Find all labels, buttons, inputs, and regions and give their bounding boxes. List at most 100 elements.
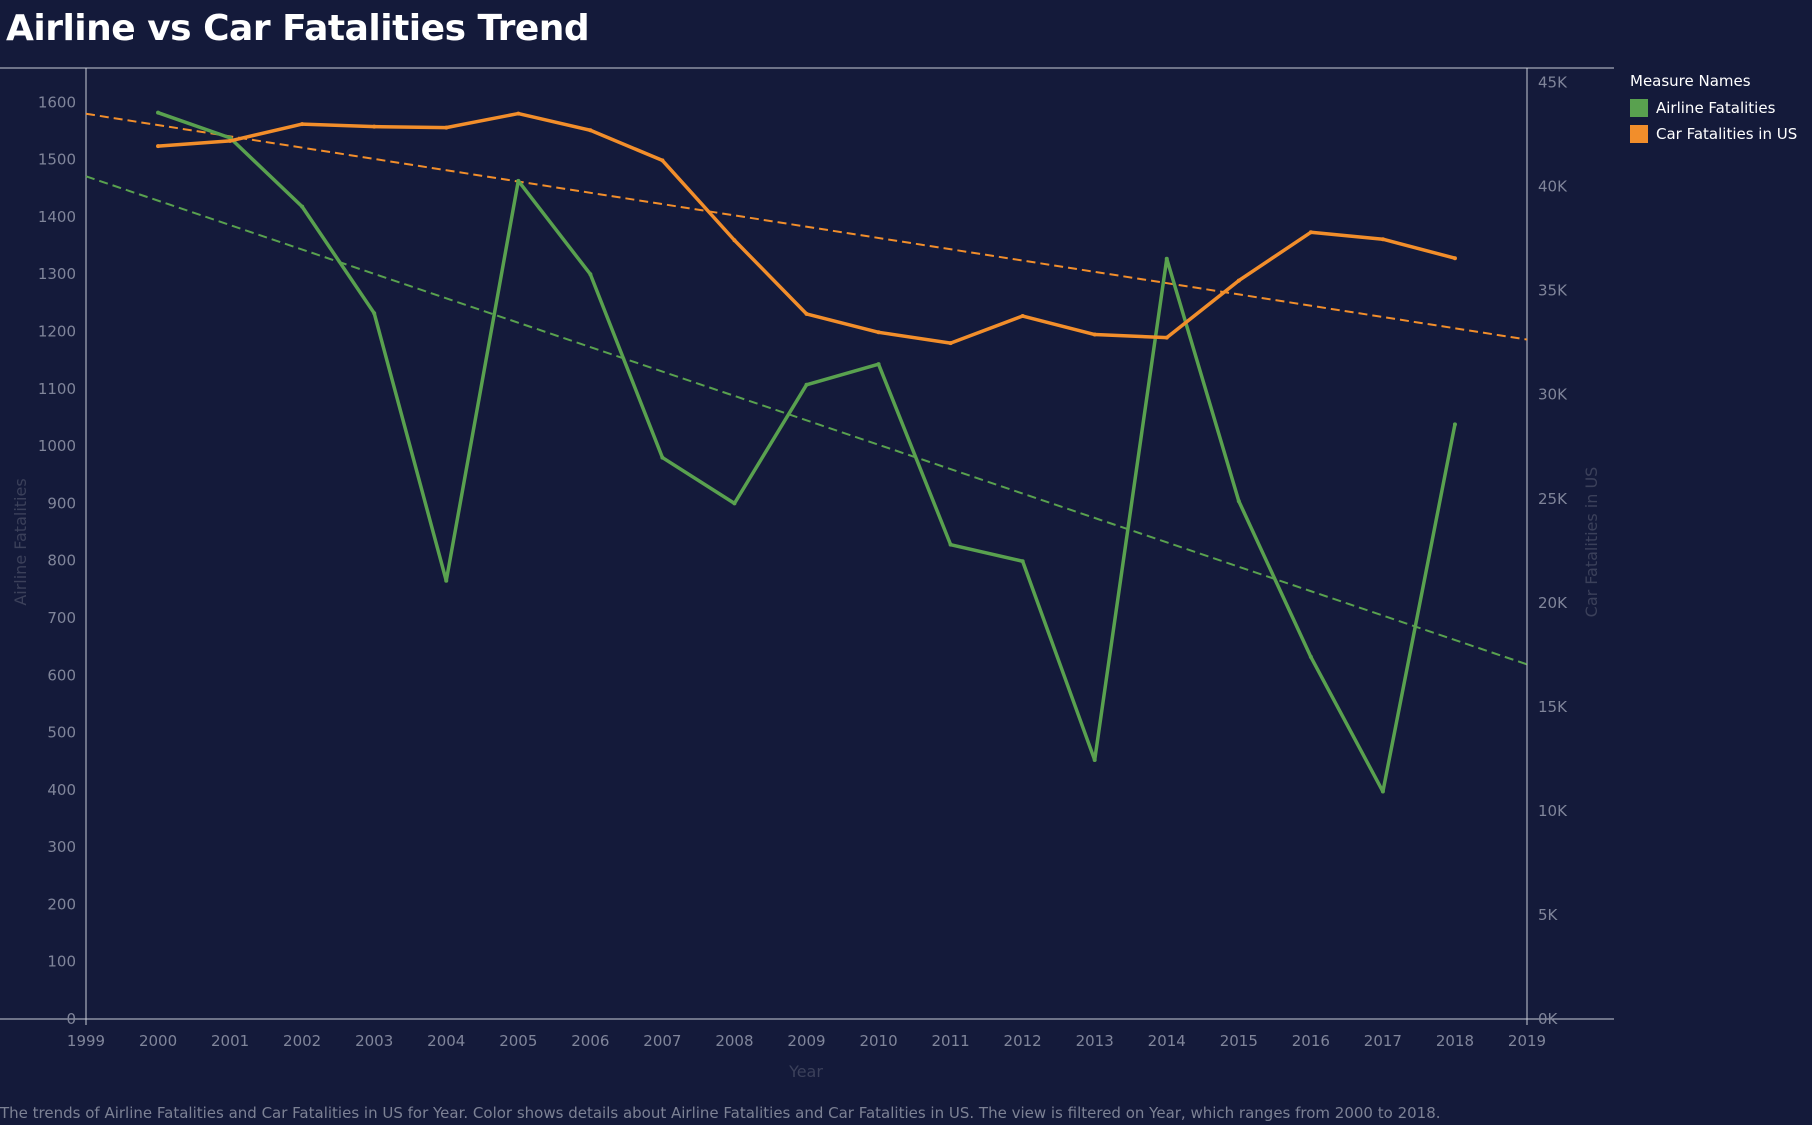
data-point-airline-2007[interactable] bbox=[660, 455, 665, 460]
legend-item-car[interactable]: Car Fatalities in US bbox=[1630, 121, 1797, 147]
data-point-car-2013[interactable] bbox=[1092, 332, 1097, 337]
left-tick-label: 0 bbox=[66, 1010, 76, 1028]
right-tick-label: 45K bbox=[1538, 74, 1568, 92]
x-tick-label: 1999 bbox=[67, 1032, 105, 1050]
x-tick-label: 2003 bbox=[355, 1032, 393, 1050]
series-line-car[interactable] bbox=[156, 111, 1457, 345]
legend-label-car: Car Fatalities in US bbox=[1656, 125, 1798, 143]
data-point-airline-2013[interactable] bbox=[1092, 758, 1097, 763]
data-point-car-2010[interactable] bbox=[876, 330, 881, 335]
left-tick-label: 1600 bbox=[38, 93, 76, 111]
data-point-airline-2005[interactable] bbox=[516, 178, 521, 183]
legend-label-airline: Airline Fatalities bbox=[1656, 99, 1776, 117]
series-lines bbox=[156, 110, 1457, 794]
left-tick-label: 100 bbox=[47, 953, 76, 971]
x-tick-label: 2015 bbox=[1220, 1032, 1258, 1050]
x-tick-label: 2008 bbox=[715, 1032, 753, 1050]
data-point-car-2003[interactable] bbox=[372, 124, 377, 129]
data-point-airline-2002[interactable] bbox=[300, 204, 305, 209]
data-point-car-2008[interactable] bbox=[732, 238, 737, 243]
left-axis-ticks: 0 100 200 300 400 500 600 700 800 900 1000 1100 1200… bbox=[38, 93, 76, 1028]
data-point-car-2018[interactable] bbox=[1452, 256, 1457, 261]
data-point-car-2009[interactable] bbox=[804, 311, 809, 316]
trend-line-car bbox=[85, 112, 1528, 341]
right-axis-ticks: 0K 5K 10K 15K 20K 25K 30K 35K 40K 45K bbox=[1538, 74, 1568, 1028]
data-point-car-2011[interactable] bbox=[948, 341, 953, 346]
right-tick-label: 40K bbox=[1538, 178, 1568, 196]
data-point-car-2002[interactable] bbox=[300, 122, 305, 127]
left-tick-label: 1500 bbox=[38, 151, 76, 169]
legend: Measure Names Airline Fatalities Car Fat… bbox=[1630, 72, 1797, 147]
right-tick-label: 10K bbox=[1538, 802, 1568, 820]
data-point-airline-2017[interactable] bbox=[1380, 789, 1385, 794]
left-tick-label: 300 bbox=[47, 838, 76, 856]
left-tick-label: 1300 bbox=[38, 265, 76, 283]
x-tick-label: 2005 bbox=[499, 1032, 537, 1050]
x-tick-label: 2018 bbox=[1436, 1032, 1474, 1050]
chart-frame bbox=[0, 67, 1614, 1025]
data-point-airline-2014[interactable] bbox=[1164, 256, 1169, 261]
data-point-car-2012[interactable] bbox=[1020, 314, 1025, 319]
data-point-airline-2016[interactable] bbox=[1308, 654, 1313, 659]
legend-title: Measure Names bbox=[1630, 72, 1751, 90]
left-tick-label: 700 bbox=[47, 609, 76, 627]
right-tick-label: 5K bbox=[1538, 906, 1559, 924]
legend-swatch-car bbox=[1630, 125, 1648, 143]
right-tick-label: 30K bbox=[1538, 386, 1568, 404]
data-point-airline-2009[interactable] bbox=[804, 382, 809, 387]
left-tick-label: 1000 bbox=[38, 437, 76, 455]
x-tick-label: 2016 bbox=[1292, 1032, 1330, 1050]
right-tick-label: 20K bbox=[1538, 594, 1568, 612]
left-tick-label: 900 bbox=[47, 494, 76, 512]
x-tick-label: 2013 bbox=[1076, 1032, 1114, 1050]
x-tick-label: 2004 bbox=[427, 1032, 465, 1050]
data-point-airline-2003[interactable] bbox=[372, 311, 377, 316]
left-tick-label: 1400 bbox=[38, 208, 76, 226]
data-point-car-2017[interactable] bbox=[1380, 237, 1385, 242]
legend-swatch-airline bbox=[1630, 99, 1648, 117]
data-point-car-2005[interactable] bbox=[516, 111, 521, 116]
data-point-car-2000[interactable] bbox=[156, 144, 161, 149]
legend-item-airline[interactable]: Airline Fatalities bbox=[1630, 95, 1797, 121]
right-axis-title: Car Fatalities in US bbox=[1582, 467, 1601, 618]
left-tick-label: 800 bbox=[47, 552, 76, 570]
data-point-airline-2012[interactable] bbox=[1020, 559, 1025, 564]
data-point-car-2006[interactable] bbox=[588, 128, 593, 133]
data-point-airline-2000[interactable] bbox=[156, 110, 161, 115]
right-tick-label: 35K bbox=[1538, 282, 1568, 300]
left-tick-label: 600 bbox=[47, 666, 76, 684]
data-point-airline-2004[interactable] bbox=[444, 578, 449, 583]
left-tick-label: 500 bbox=[47, 724, 76, 742]
data-point-car-2007[interactable] bbox=[660, 158, 665, 163]
data-point-airline-2015[interactable] bbox=[1236, 499, 1241, 504]
data-point-airline-2008[interactable] bbox=[732, 501, 737, 506]
data-point-airline-2006[interactable] bbox=[588, 272, 593, 277]
x-tick-label: 2007 bbox=[643, 1032, 681, 1050]
right-tick-label: 15K bbox=[1538, 698, 1568, 716]
left-tick-label: 1100 bbox=[38, 380, 76, 398]
data-point-car-2015[interactable] bbox=[1236, 278, 1241, 283]
trend-lines bbox=[85, 112, 1528, 666]
data-point-airline-2010[interactable] bbox=[876, 362, 881, 367]
data-point-car-2004[interactable] bbox=[444, 125, 449, 130]
x-tick-label: 2001 bbox=[211, 1032, 249, 1050]
left-tick-label: 200 bbox=[47, 895, 76, 913]
trend-line-airline bbox=[85, 175, 1528, 666]
x-tick-label: 2000 bbox=[139, 1032, 177, 1050]
right-tick-label: 0K bbox=[1538, 1010, 1559, 1028]
data-point-airline-2011[interactable] bbox=[948, 542, 953, 547]
right-tick-label: 25K bbox=[1538, 490, 1568, 508]
x-tick-label: 2002 bbox=[283, 1032, 321, 1050]
left-tick-label: 1200 bbox=[38, 323, 76, 341]
x-tick-label: 2006 bbox=[571, 1032, 609, 1050]
x-tick-label: 2014 bbox=[1148, 1032, 1186, 1050]
data-point-airline-2018[interactable] bbox=[1452, 422, 1457, 427]
data-point-car-2016[interactable] bbox=[1308, 230, 1313, 235]
series-line-airline[interactable] bbox=[156, 110, 1457, 794]
data-point-car-2014[interactable] bbox=[1164, 335, 1169, 340]
x-tick-label: 2019 bbox=[1508, 1032, 1546, 1050]
data-point-car-2001[interactable] bbox=[228, 138, 233, 143]
x-tick-label: 2017 bbox=[1364, 1032, 1402, 1050]
x-tick-label: 2009 bbox=[787, 1032, 825, 1050]
